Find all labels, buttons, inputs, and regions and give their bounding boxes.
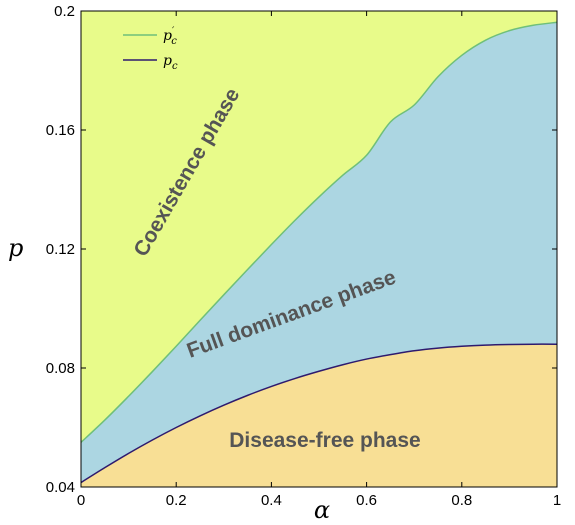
region-full-dominance [81,22,557,483]
x-tick-label: 0.2 [166,492,187,509]
y-tick-label: 0.16 [46,122,75,139]
region-disease-free [81,344,557,487]
y-tick-label: 0.12 [46,241,75,258]
x-tick-label: 0 [77,492,85,509]
y-axis-label: p [8,234,23,262]
region-label-disease-free: Disease-free phase [229,429,420,452]
legend-label-pc-prime: p′ c [163,26,177,47]
series-line-pc [80,343,558,484]
legend-label-pc: pc [163,53,178,72]
series-line-pc-prime [80,21,558,443]
x-tick-label: 0.6 [356,492,377,509]
x-tick-label: 0.8 [451,492,472,509]
y-tick-label: 0.08 [46,360,75,377]
y-tick-label: 0.04 [46,479,75,496]
region-coexistence [81,11,557,443]
x-axis-label: α [314,496,330,524]
x-tick-label: 0.4 [261,492,282,509]
legend: p′ c pc [123,26,178,72]
y-tick-label: 0.2 [54,3,75,20]
x-tick-label: 1 [553,492,561,509]
